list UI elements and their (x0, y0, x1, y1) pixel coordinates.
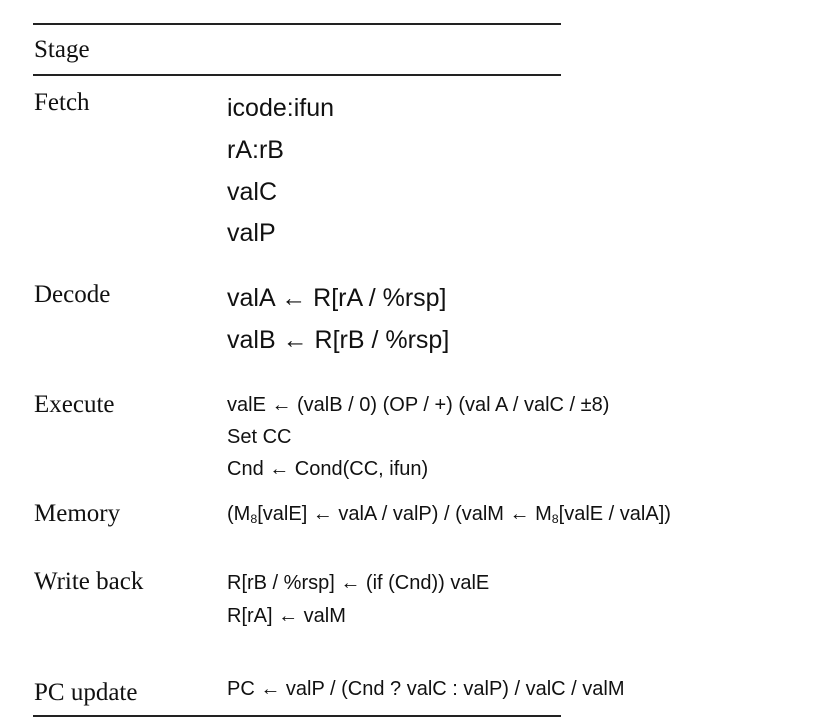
write-back-line-ra: R[rA] ← valM (227, 605, 346, 627)
fetch-line-valc: valC (227, 178, 278, 206)
stage-fetch: Fetch (34, 89, 90, 116)
execute-line-cnd: Cnd ← Cond(CC, ifun) (227, 458, 429, 480)
table-top-rule (33, 23, 561, 25)
fetch-line-ra-rb: rA:rB (227, 136, 284, 164)
table-bottom-rule (33, 715, 561, 717)
fetch-line-valp: valP (227, 219, 276, 247)
stage-execute: Execute (34, 391, 115, 418)
memory-line: (M8[valE] ← valA / valP) / (valM ← M8[va… (227, 503, 671, 527)
decode-line-vala: valA ← R[rA / %rsp] (227, 284, 447, 312)
write-back-line-rb: R[rB / %rsp] ← (if (Cnd)) valE (227, 572, 490, 594)
execute-line-set-cc: Set CC (227, 426, 292, 448)
stage-memory: Memory (34, 500, 121, 527)
fetch-line-icode-ifun: icode:ifun (227, 94, 335, 122)
pc-update-line: PC ← valP / (Cnd ? valC : valP) / valC /… (227, 678, 625, 700)
stage-pc-update: PC update (34, 679, 138, 706)
execute-line-vale: valE ← (valB / 0) (OP / +) (val A / valC… (227, 394, 610, 416)
stage-decode: Decode (34, 281, 111, 308)
header-stage-label: Stage (34, 36, 90, 63)
decode-line-valb: valB ← R[rB / %rsp] (227, 326, 450, 354)
stage-write-back: Write back (34, 568, 144, 595)
table-header-rule (33, 74, 561, 76)
